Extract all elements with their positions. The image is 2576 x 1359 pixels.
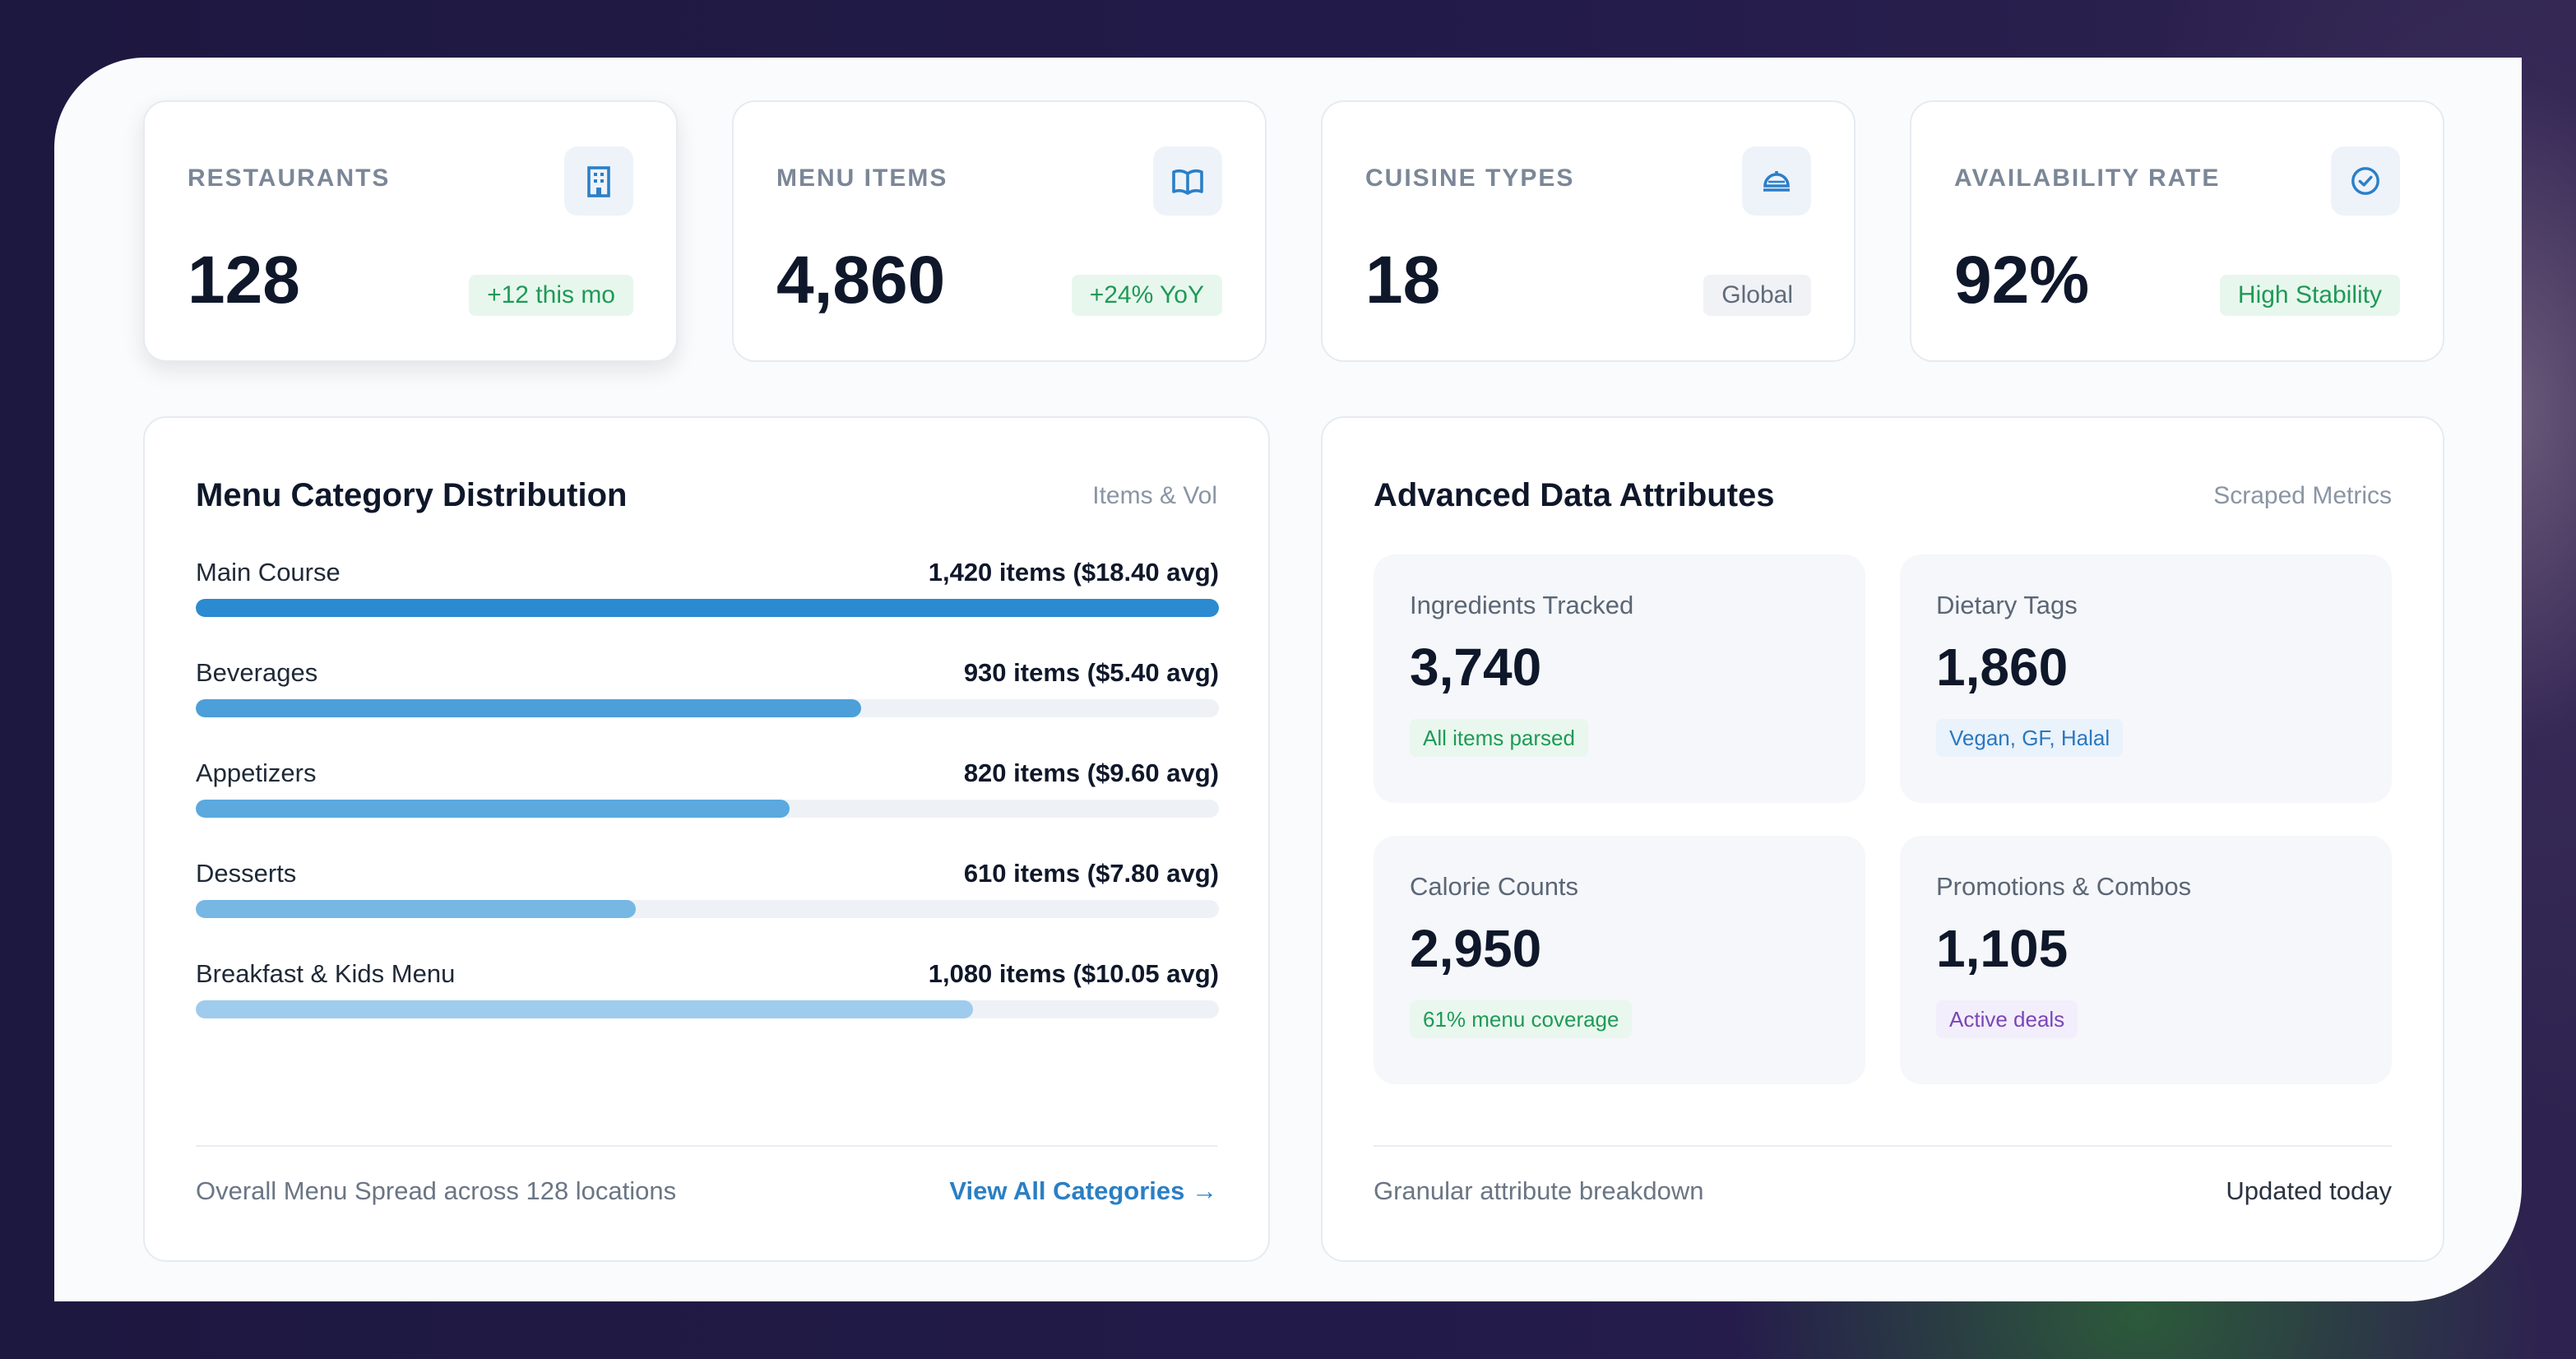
category-bar-fill [196,800,790,818]
category-name: Desserts [196,859,297,888]
category-bar-fill [196,599,1219,617]
stat-badge: Global [1703,275,1811,316]
category-value: 820 items ($9.60 avg) [963,758,1219,787]
stat-label: AVAILABILITY RATE [1954,165,2221,192]
card-subtitle: Items & Vol [1092,482,1217,509]
category-value: 1,080 items ($10.05 avg) [928,959,1219,988]
food-cloche-icon [1742,146,1811,216]
book-open-icon [1153,146,1222,216]
dashboard-panel: RESTAURANTS 128 +12 this mo MENU ITEMS 4… [54,58,2522,1301]
category-name: Breakfast & Kids Menu [196,959,456,988]
attribute-badge: Active deals [1936,1000,2078,1038]
attribute-value: 2,950 [1410,919,1542,978]
category-distribution-card: Menu Category Distribution Items & Vol M… [143,416,1270,1262]
stat-card-restaurants[interactable]: RESTAURANTS 128 +12 this mo [143,100,678,362]
stat-badge: +12 this mo [469,275,633,316]
divider [1374,1145,2392,1147]
category-bar-fill [196,1000,974,1018]
attribute-tile-calorie-counts[interactable]: Calorie Counts 2,950 61% menu coverage [1374,836,1865,1084]
attribute-tile-ingredients[interactable]: Ingredients Tracked 3,740 All items pars… [1374,554,1865,803]
category-bar-track [196,599,1219,617]
attribute-value: 1,860 [1936,638,2069,697]
card-title: Menu Category Distribution [196,477,628,513]
stat-card-cuisine-types[interactable]: CUISINE TYPES 18 Global [1321,100,1856,362]
attribute-badge: 61% menu coverage [1410,1000,1633,1038]
attribute-label: Dietary Tags [1936,591,2078,619]
view-all-categories-link[interactable]: View All Categories → [949,1176,1217,1205]
attribute-tile-promotions[interactable]: Promotions & Combos 1,105 Active deals [1900,836,2392,1084]
category-value: 610 items ($7.80 avg) [963,859,1219,888]
stat-value: 18 [1365,243,1441,318]
attribute-badge: All items parsed [1410,719,1588,757]
building-icon [564,146,633,216]
category-bar-track [196,699,1219,717]
attribute-tile-dietary-tags[interactable]: Dietary Tags 1,860 Vegan, GF, Halal [1900,554,2392,803]
stat-badge: High Stability [2219,275,2400,316]
attribute-value: 1,105 [1936,919,2069,978]
category-value: 1,420 items ($18.40 avg) [928,558,1219,587]
category-name: Appetizers [196,758,317,787]
category-name: Main Course [196,558,341,587]
stat-value: 128 [188,243,300,318]
attribute-label: Calorie Counts [1410,872,1579,901]
footer-summary: Overall Menu Spread across 128 locations [196,1176,677,1205]
category-bar-track [196,1000,1219,1018]
stat-label: RESTAURANTS [188,165,391,192]
advanced-attributes-card: Advanced Data Attributes Scraped Metrics… [1321,416,2444,1262]
category-bar-track [196,800,1219,818]
card-title: Advanced Data Attributes [1374,477,1775,513]
attribute-label: Ingredients Tracked [1410,591,1634,619]
category-bar-fill [196,900,636,918]
stat-card-availability-rate[interactable]: AVAILABILITY RATE 92% High Stability [1910,100,2444,362]
category-bar-fill [196,699,861,717]
attribute-label: Promotions & Combos [1936,872,2192,901]
updated-status: Updated today [2226,1176,2392,1205]
stat-card-menu-items[interactable]: MENU ITEMS 4,860 +24% YoY [732,100,1267,362]
stat-label: MENU ITEMS [776,165,948,192]
stat-badge: +24% YoY [1071,275,1222,316]
check-circle-icon [2331,146,2400,216]
stat-value: 92% [1954,243,2090,318]
category-bar-track [196,900,1219,918]
stat-label: CUISINE TYPES [1365,165,1575,192]
attribute-badge: Vegan, GF, Halal [1936,719,2124,757]
footer-summary: Granular attribute breakdown [1374,1176,1704,1205]
category-name: Beverages [196,658,318,687]
stat-value: 4,860 [776,243,946,318]
divider [196,1145,1217,1147]
card-subtitle: Scraped Metrics [2213,482,2392,509]
category-value: 930 items ($5.40 avg) [963,658,1219,687]
attribute-value: 3,740 [1410,638,1542,697]
